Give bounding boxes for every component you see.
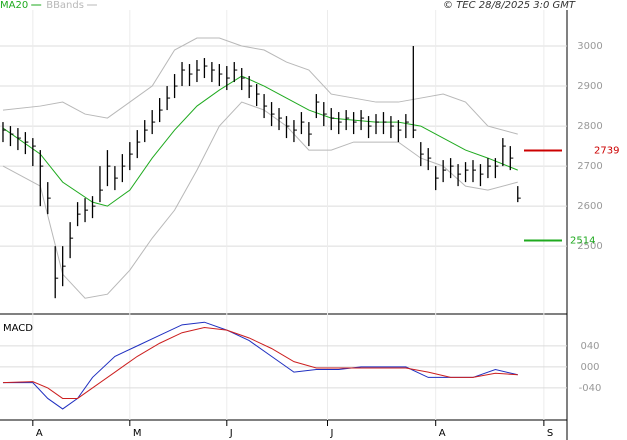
y-tick-label: 000 [580,362,599,373]
x-tick-label: M [133,428,142,439]
y-tick-label: 2600 [577,201,602,212]
x-tick-label: J [229,428,233,439]
ma-line [2,75,518,207]
y-tick-label: 2700 [577,161,602,172]
y-tick-label: 2800 [577,121,602,132]
band-upper [2,37,518,135]
x-tick-label: J [330,428,334,439]
y-tick-label: 3000 [577,41,602,52]
x-tick-label: S [547,428,553,439]
source: © TEC 28/8/2025 3:0 GMT [443,0,576,11]
y-tick-label: 040 [580,341,599,352]
legend-label: BBands [46,0,84,11]
y-tick-label: 2500 [577,241,602,252]
macd-line [2,326,518,399]
legend-label: MA20 [0,0,28,11]
x-tick-label: A [36,428,43,439]
x-tick-label: A [439,428,446,439]
y-tick-label: 2900 [577,81,602,92]
y-tick-label: -040 [579,383,602,394]
panel-title: MACD [3,323,33,334]
level-label: 2514 [570,236,595,247]
level-label: 2739 [594,145,619,156]
